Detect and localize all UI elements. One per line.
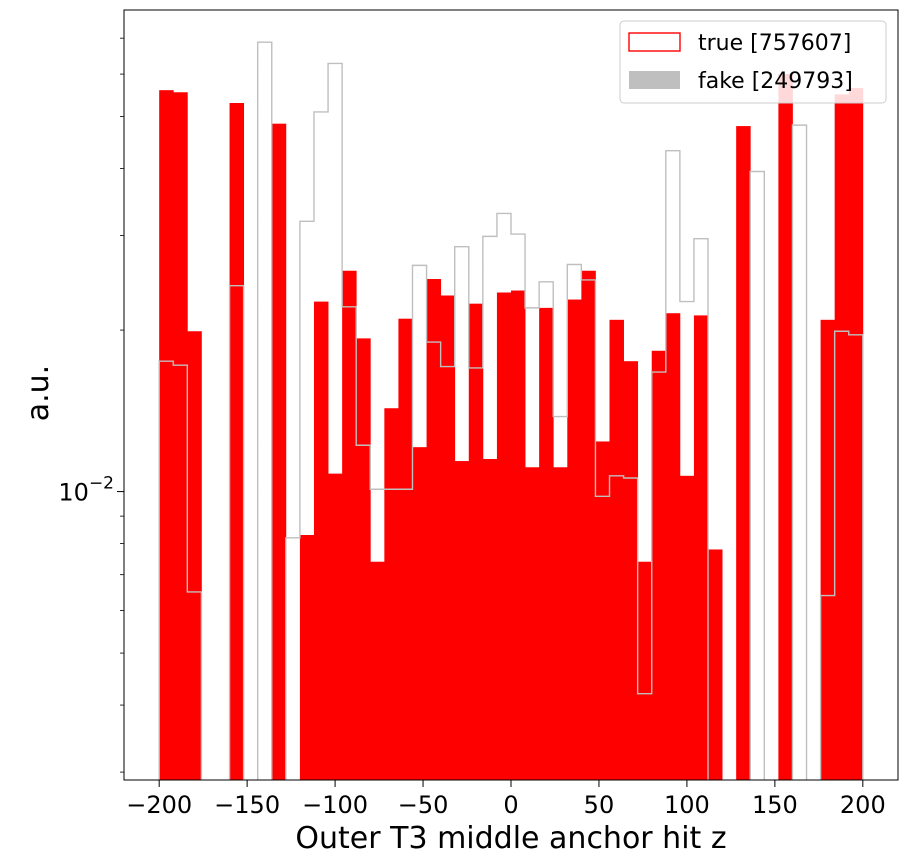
fake-bar xyxy=(229,103,245,780)
fake-bar xyxy=(581,270,596,780)
legend-box xyxy=(619,20,887,104)
fake-bar xyxy=(736,126,751,780)
fake-bar xyxy=(637,561,653,780)
x-tick-label: 50 xyxy=(584,791,615,819)
legend-swatch-fake xyxy=(629,71,680,89)
fake-bar xyxy=(679,475,695,780)
legend-swatch-true xyxy=(628,32,681,52)
fake-bar xyxy=(623,361,639,780)
legend: true [757607] fake [249793] xyxy=(619,20,887,104)
x-tick-label: 100 xyxy=(664,791,710,819)
fake-bar xyxy=(553,467,568,780)
fake-bar xyxy=(299,534,315,780)
fake-bar xyxy=(468,303,484,780)
fake-bar xyxy=(454,461,470,780)
y-axis-label: a.u. xyxy=(21,365,56,421)
fake-bar xyxy=(356,338,371,780)
x-tick-label: −200 xyxy=(126,791,192,819)
true-series-step-line xyxy=(158,41,864,780)
fake-bar xyxy=(159,90,174,780)
fake-bar xyxy=(328,473,343,780)
legend-label-true: true [757607] xyxy=(698,31,851,56)
fake-bar xyxy=(595,441,610,780)
fake-bar xyxy=(834,94,850,780)
x-axis-label: Outer T3 middle anchor hit z xyxy=(295,821,726,856)
fake-bar xyxy=(313,301,329,780)
x-tick-label: −150 xyxy=(214,791,280,819)
legend-label-fake: fake [249793] xyxy=(698,69,853,94)
fake-bar xyxy=(342,270,357,780)
fake-bar xyxy=(665,313,681,780)
fake-bar xyxy=(848,88,864,780)
fake-bar xyxy=(426,279,442,780)
fake-bar xyxy=(567,299,582,780)
fake-series xyxy=(159,74,864,780)
x-tick-label: 200 xyxy=(840,791,886,819)
fake-bar xyxy=(173,92,188,780)
fake-bar xyxy=(370,561,385,780)
x-tick-label: 0 xyxy=(503,791,518,819)
fake-bar xyxy=(708,549,723,780)
x-axis: −200 −150 −100 −50 0 50 100 150 200 xyxy=(126,780,886,819)
fake-bar xyxy=(440,295,456,780)
fake-bar xyxy=(271,123,287,780)
fake-bar xyxy=(778,74,793,780)
y-axis xyxy=(117,37,124,773)
fake-bar xyxy=(525,467,540,780)
fake-bar xyxy=(482,459,498,780)
fake-bar xyxy=(398,318,413,780)
fake-bar xyxy=(651,350,667,780)
x-tick-label: −50 xyxy=(398,791,449,819)
fake-bar xyxy=(496,292,512,780)
x-tick-label: −100 xyxy=(302,791,368,819)
fake-bar xyxy=(609,319,624,780)
fake-bar xyxy=(187,331,202,780)
fake-bar xyxy=(539,307,554,780)
fake-bar xyxy=(412,447,427,780)
fake-bar xyxy=(820,319,836,780)
fake-bar xyxy=(384,408,399,780)
x-tick-label: 150 xyxy=(752,791,798,819)
y-tick-label: 10−2 xyxy=(58,474,114,507)
fake-bar xyxy=(693,315,709,780)
fake-bar xyxy=(511,290,526,780)
